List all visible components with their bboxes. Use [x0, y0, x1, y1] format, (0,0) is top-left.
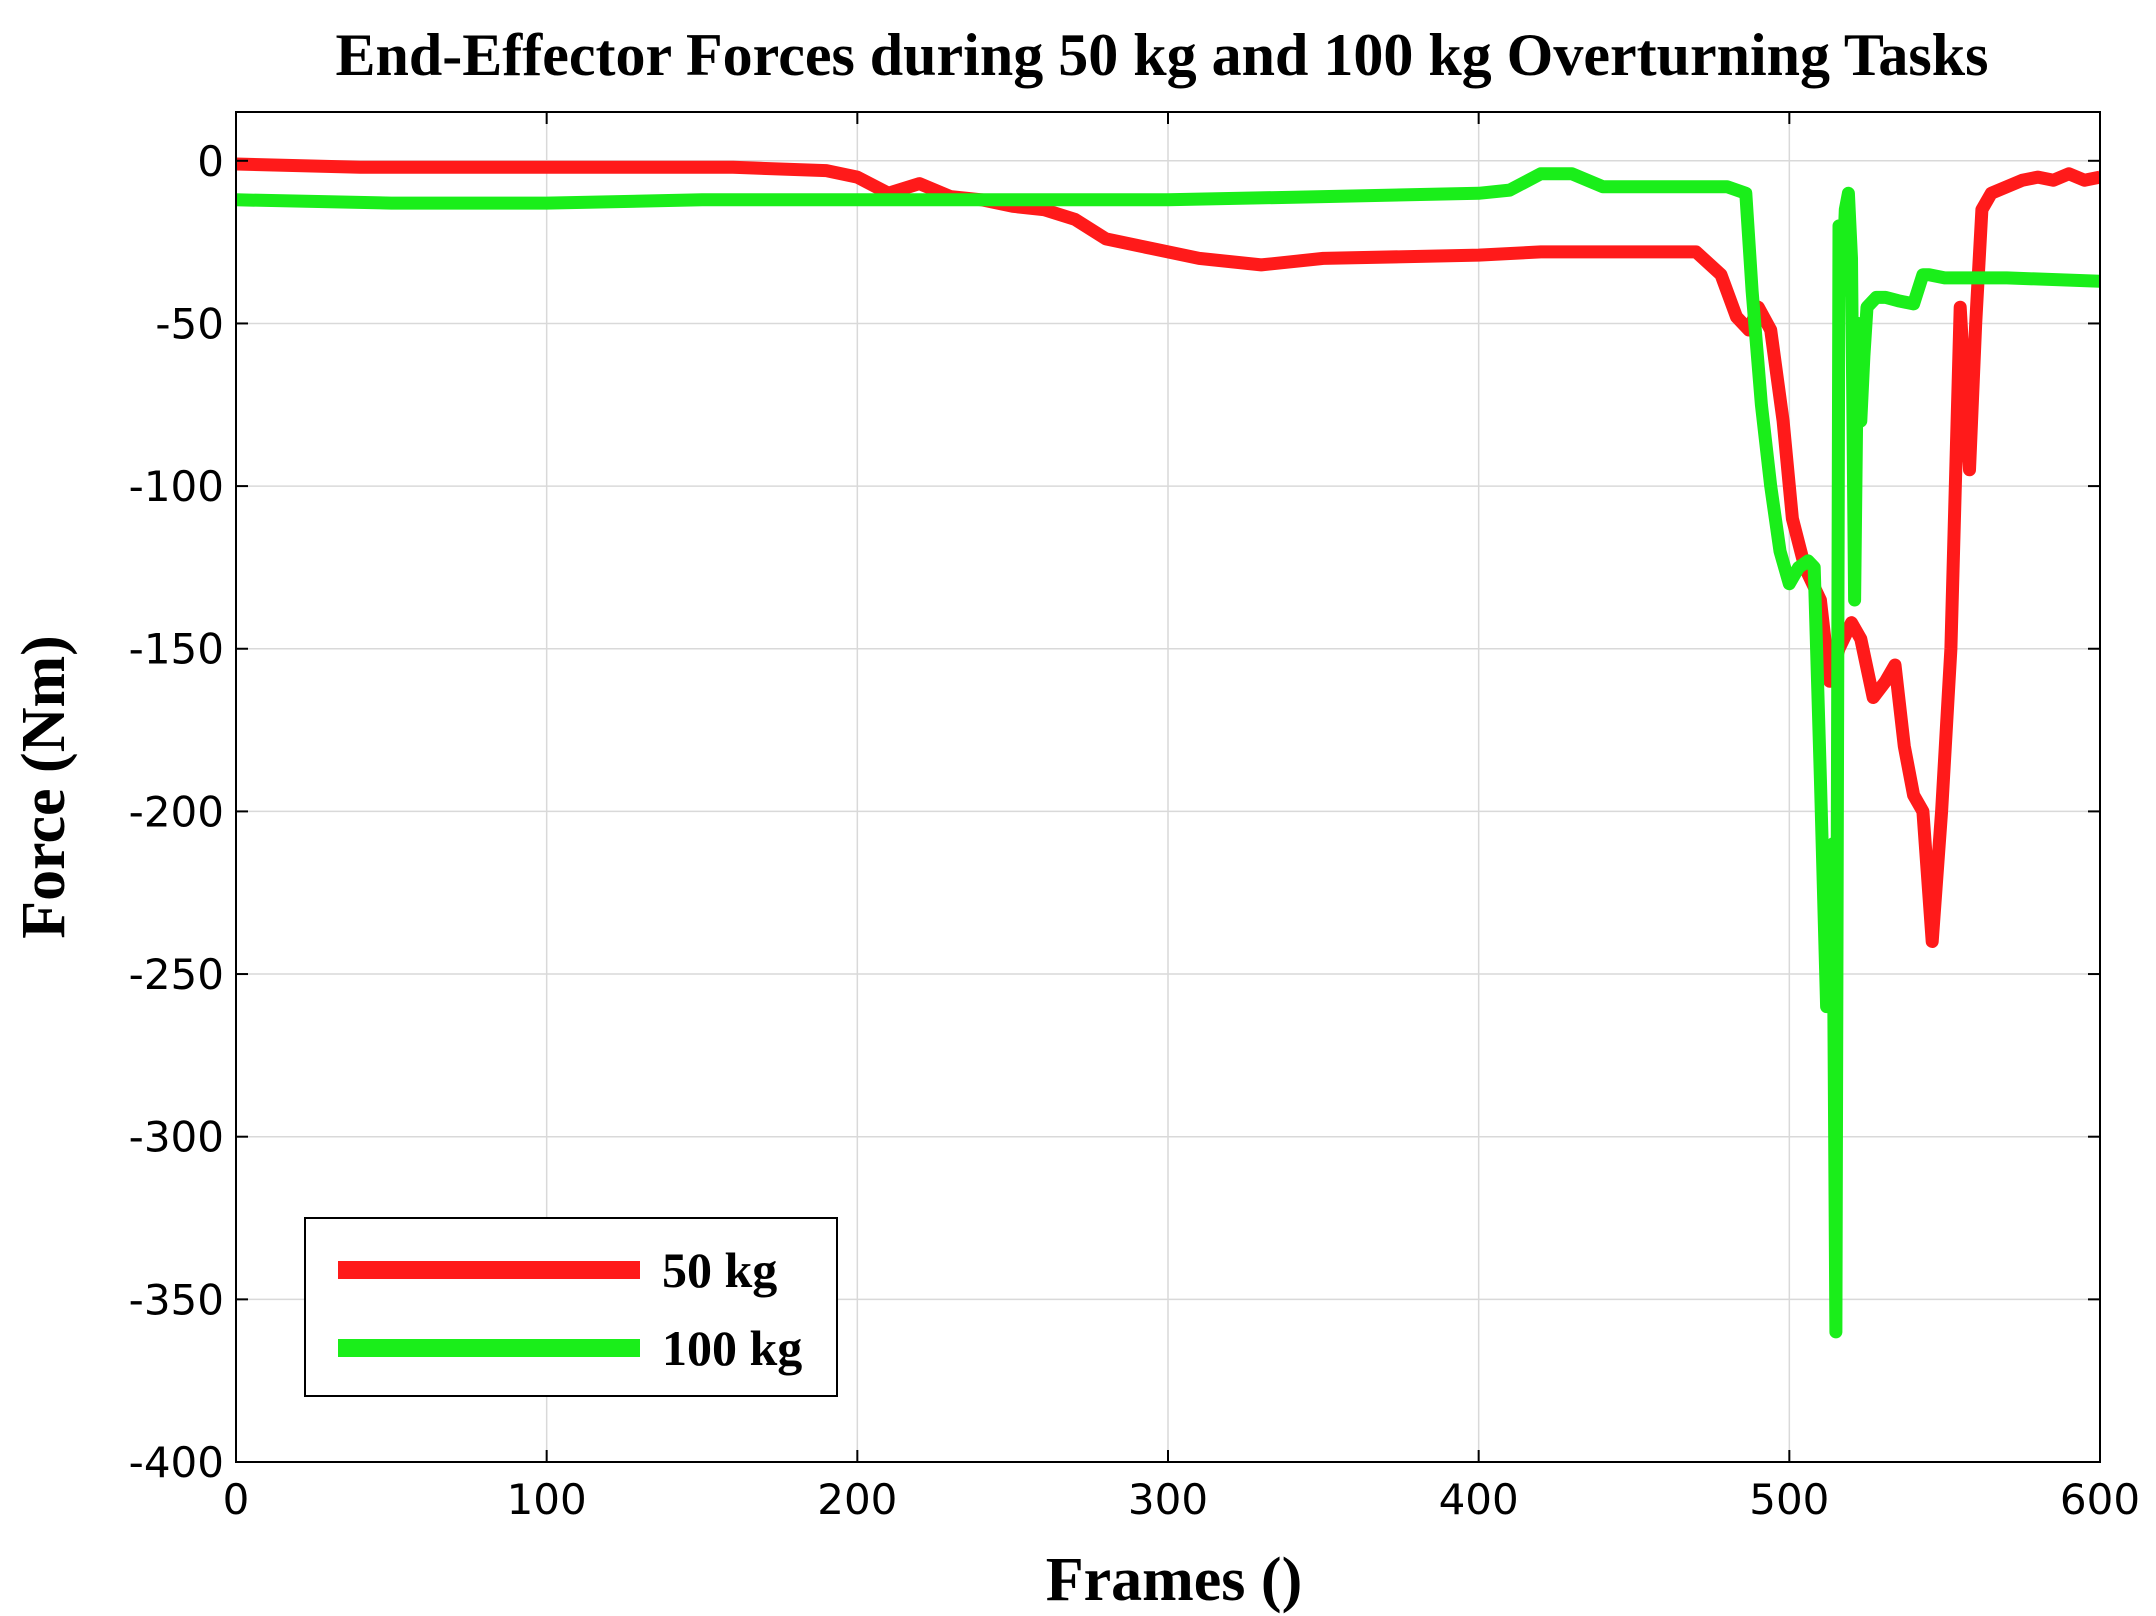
y-tick-label: -50 — [155, 299, 224, 348]
y-tick-label: -350 — [129, 1275, 224, 1324]
y-tick-label: -250 — [129, 950, 224, 999]
legend: 50 kg 100 kg — [304, 1217, 838, 1397]
y-tick-label: 0 — [197, 137, 224, 186]
x-tick-label: 400 — [1439, 1475, 1519, 1524]
legend-box — [304, 1217, 838, 1397]
y-tick-label: -300 — [129, 1113, 224, 1162]
y-tick-label: -400 — [129, 1438, 224, 1487]
series-layer — [236, 157, 2100, 1339]
x-tick-label: 200 — [817, 1475, 897, 1524]
y-tick-label: -200 — [129, 787, 224, 836]
legend-label-50kg: 50 kg — [662, 1242, 777, 1298]
y-tick-label: -150 — [129, 625, 224, 674]
x-tick-label: 0 — [223, 1475, 250, 1524]
series-line-100kg — [236, 167, 2100, 1339]
legend-label-100kg: 100 kg — [662, 1320, 802, 1376]
y-axis-label: Force (Nm) — [10, 635, 78, 939]
axis-ticks: 0 100 200 300 400 500 600 0 -50 -100 -150 -200 -250 -… — [129, 112, 2140, 1524]
x-tick-label: 600 — [2060, 1475, 2140, 1524]
chart-title: End-Effector Forces during 50 kg and 100… — [335, 22, 1988, 88]
x-tick-label: 500 — [1749, 1475, 1829, 1524]
y-tick-label: -100 — [129, 462, 224, 511]
x-tick-label: 300 — [1128, 1475, 1208, 1524]
grid — [235, 112, 2101, 1463]
x-tick-label: 100 — [507, 1475, 587, 1524]
x-axis-label: Frames () — [1046, 1546, 1302, 1614]
